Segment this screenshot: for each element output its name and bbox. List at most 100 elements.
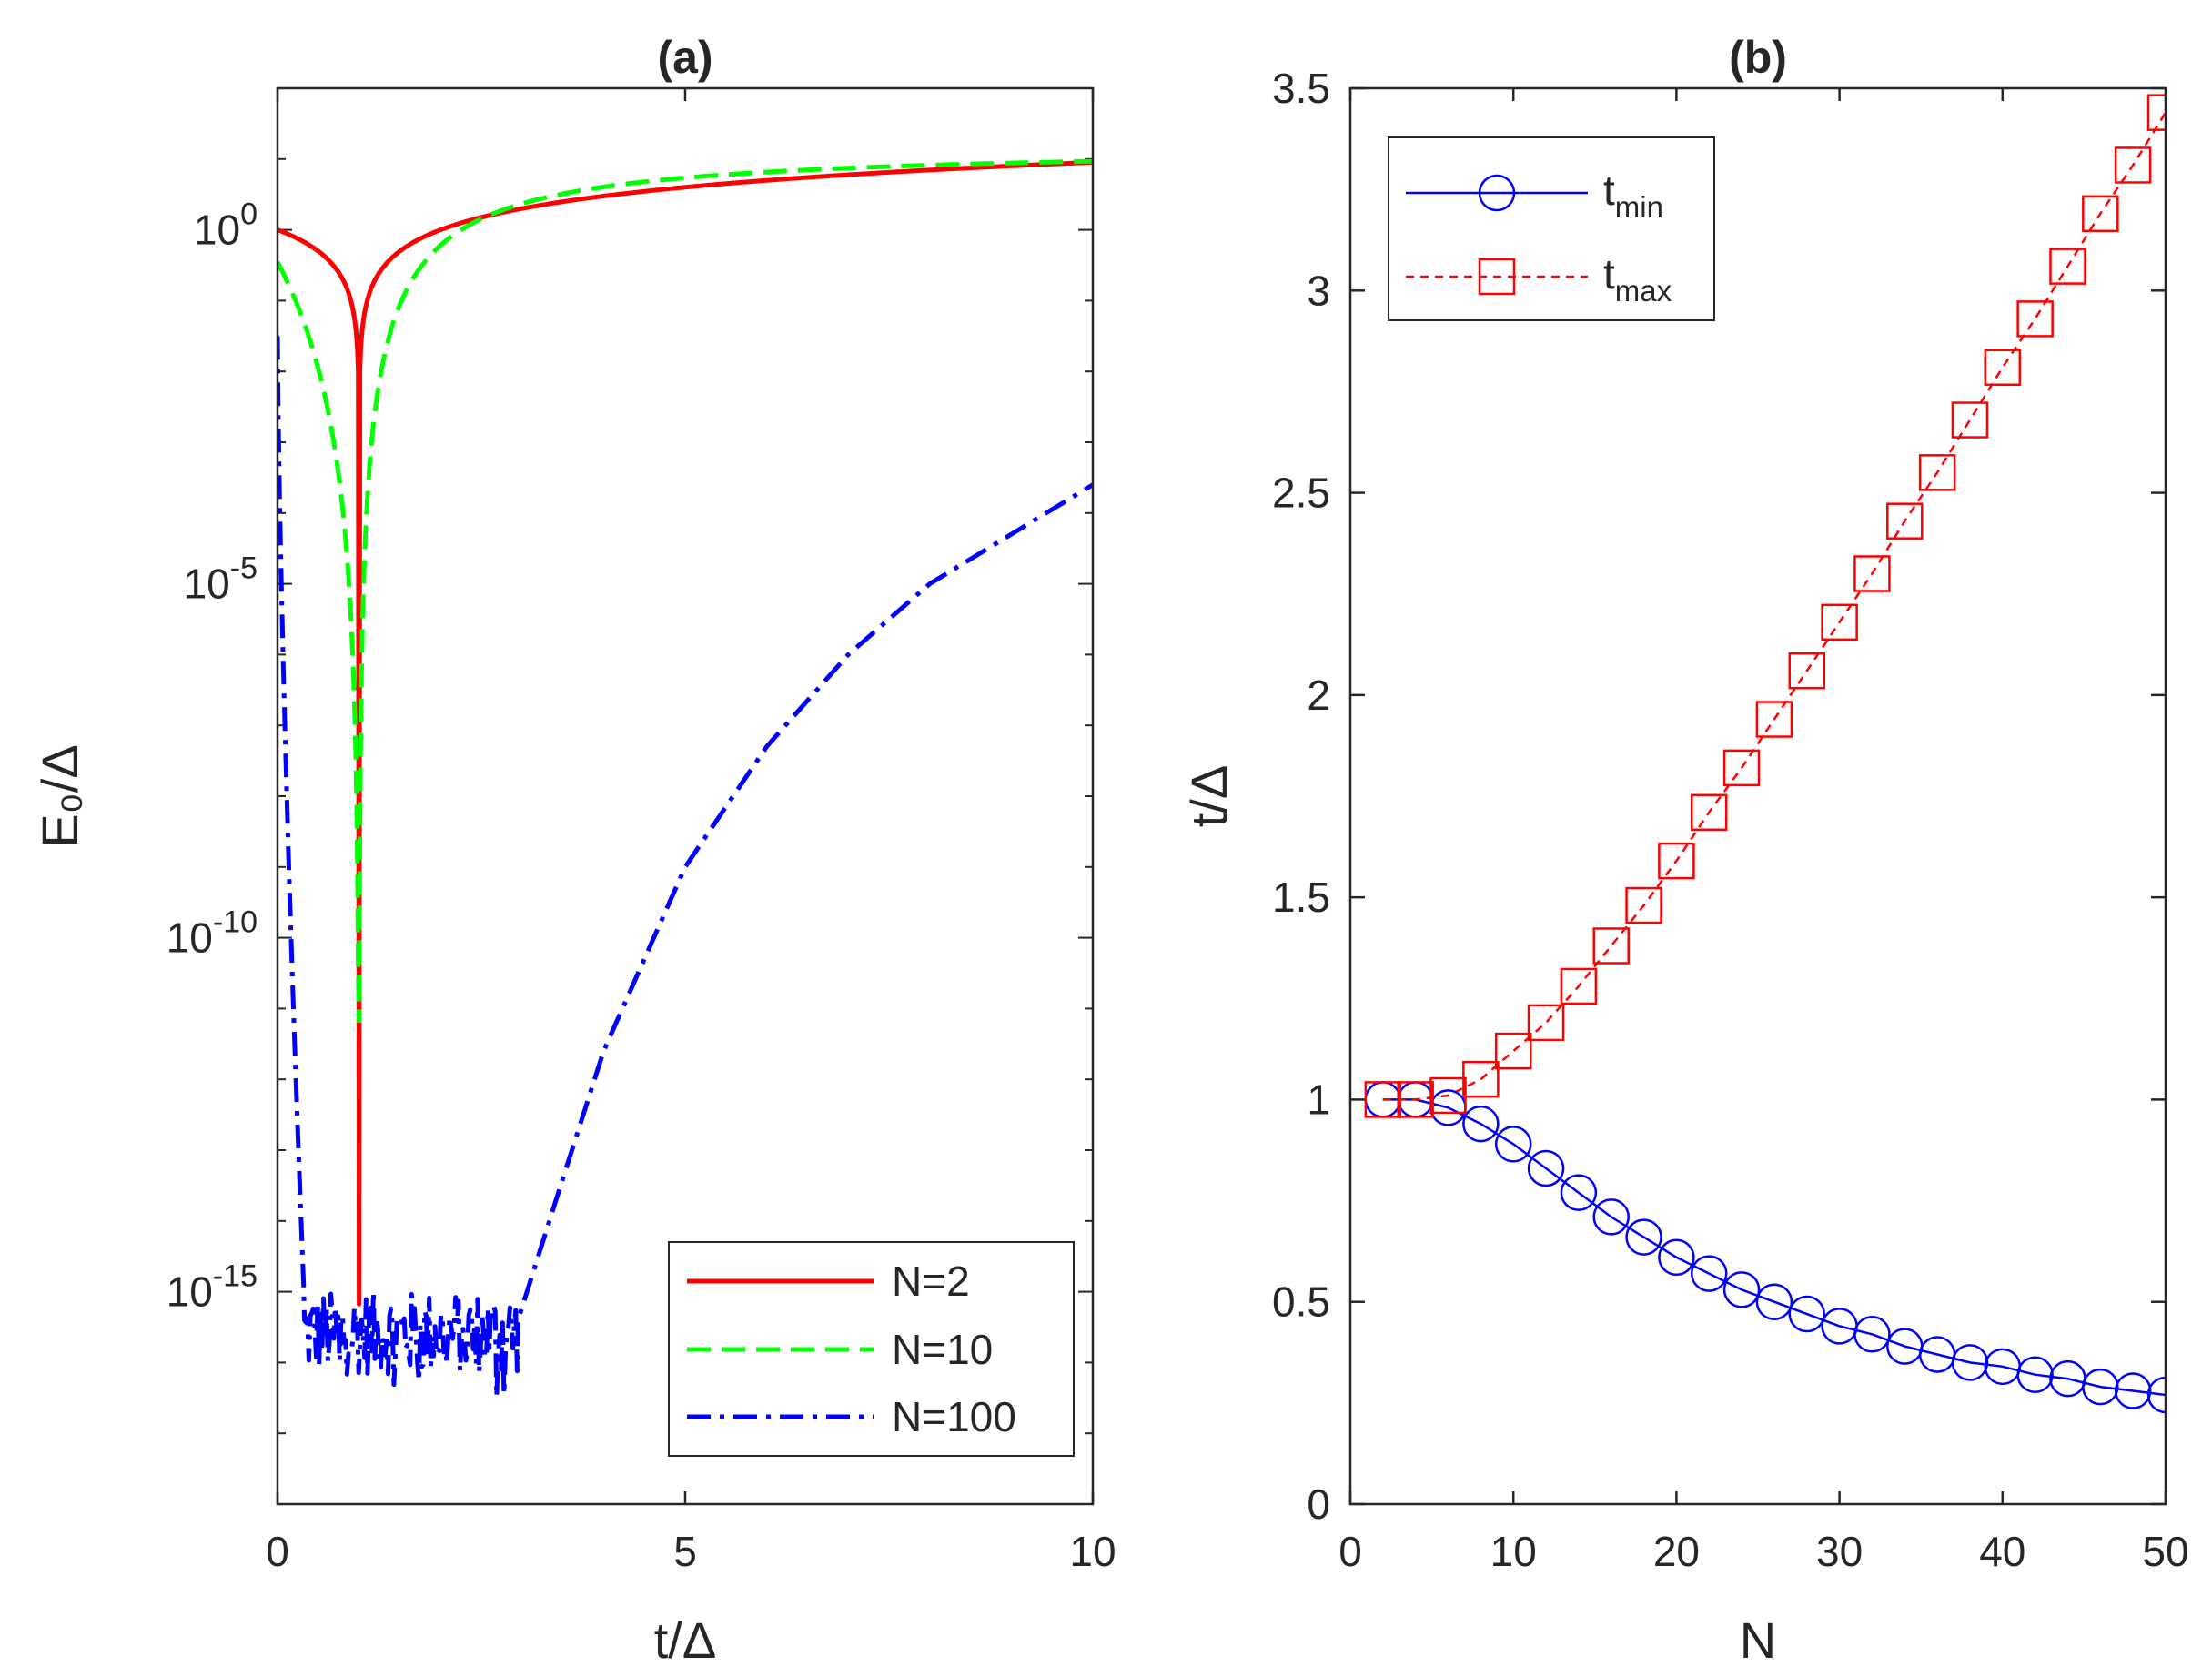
panel-a-ytick-label-base: 10 xyxy=(194,207,240,254)
legend-label-tmax-base: t xyxy=(1603,250,1615,298)
marker-tmin-point xyxy=(1788,1295,1826,1333)
series-tmin-line xyxy=(1382,1098,2166,1397)
marker-tmin-point xyxy=(1462,1105,1500,1143)
panel-b-xtick-label: 0 xyxy=(1338,1528,1362,1575)
marker-tmax-point xyxy=(1886,502,1924,540)
panel-b-ytick-label: 1 xyxy=(1307,1076,1330,1123)
panel-b-xlabel: N xyxy=(1740,1611,1776,1669)
legend-label-n100: N=100 xyxy=(892,1393,1016,1440)
panel-b-ytick-label: 2.5 xyxy=(1272,470,1330,517)
panel-a-axes-box xyxy=(276,86,1095,1506)
marker-tmax-point xyxy=(2082,195,2119,233)
panel-a-ytick-label-exp: -5 xyxy=(230,551,258,586)
panel-a-ytick-label-exp: -15 xyxy=(213,1259,258,1294)
panel-a-legend: N=2 N=10 N=100 xyxy=(668,1241,1075,1457)
legend-label-n10: N=10 xyxy=(892,1326,993,1373)
panel-a-ytick-label: 100 xyxy=(194,197,258,254)
panel-a-ytick-label-base: 10 xyxy=(167,914,213,962)
panel-b-xtick-label: 40 xyxy=(1979,1528,2025,1575)
legend-label-tmin-base: t xyxy=(1603,167,1615,214)
panel-b-axes-box xyxy=(1348,86,2167,1506)
series-n100-line xyxy=(278,336,1093,1399)
legend-marker-tmin xyxy=(1478,174,1516,212)
panel-a-xlabel: t/Δ xyxy=(654,1611,717,1669)
marker-tmax-point xyxy=(1918,454,1956,491)
panel-b-xtick-label: 30 xyxy=(1816,1528,1863,1575)
marker-tmax-point xyxy=(2016,300,2054,338)
panel-a-xtick-label: 10 xyxy=(1069,1528,1116,1575)
marker-tmax-point xyxy=(1397,1081,1434,1118)
marker-tmin-point xyxy=(1592,1198,1630,1236)
panel-b-ytick-label: 2 xyxy=(1307,672,1330,719)
panel-b-tick-labels: 0 10 20 30 40 50 0 0.5 1 1.5 2 2.5 3 3.5 xyxy=(1272,65,2189,1575)
marker-tmin-point xyxy=(1560,1174,1598,1211)
marker-tmax-point xyxy=(1592,927,1630,965)
legend-label-n2: N=2 xyxy=(892,1258,970,1305)
marker-tmin-point xyxy=(2082,1368,2119,1406)
panel-b-ytick-label: 3 xyxy=(1307,267,1330,314)
marker-tmax-point xyxy=(1527,1004,1565,1042)
series-tmax-line xyxy=(1382,112,2166,1101)
series-n2-line xyxy=(278,159,1093,1307)
panel-a-ytick-label-exp: 0 xyxy=(240,197,258,232)
marker-tmin-point xyxy=(1722,1271,1761,1308)
series-n10-line xyxy=(278,158,1093,1024)
marker-tmax-point xyxy=(1494,1032,1532,1070)
panel-a-xtick-label: 0 xyxy=(266,1528,289,1575)
panel-b-legend: tmin tmax xyxy=(1388,136,1715,321)
panel-b-ytick-label: 0 xyxy=(1307,1480,1330,1528)
marker-tmax-point xyxy=(2114,146,2152,184)
marker-tmax-point xyxy=(1788,652,1826,690)
marker-tmax-point xyxy=(1560,967,1598,1005)
panel-b-title: (b) xyxy=(1729,32,1787,83)
panel-a-title: (a) xyxy=(657,32,712,83)
marker-tmin-point xyxy=(2146,1376,2166,1414)
marker-tmin-point xyxy=(2114,1372,2152,1409)
panel-b-ytick-label: 1.5 xyxy=(1272,874,1330,921)
legend-label-tmin: tmin xyxy=(1603,167,1663,224)
marker-tmin-point xyxy=(1853,1316,1891,1353)
panel-a-ytick-label: 10-15 xyxy=(167,1259,258,1316)
marker-tmax-point xyxy=(1658,842,1695,880)
marker-tmin-point xyxy=(1658,1238,1695,1277)
marker-tmax-point xyxy=(2049,248,2086,285)
marker-tmin-point xyxy=(1494,1126,1532,1163)
panel-b-xtick-label: 10 xyxy=(1490,1528,1537,1575)
marker-tmin-point xyxy=(1690,1255,1728,1292)
panel-b-ylabel: t/Δ xyxy=(1180,765,1237,828)
marker-tmax-point xyxy=(1722,749,1761,787)
marker-tmax-point xyxy=(1364,1081,1402,1118)
panel-a-series-group xyxy=(278,158,1093,1399)
panel-b-plot-area xyxy=(1350,88,2166,1504)
panel-a-xtick-label: 5 xyxy=(673,1528,697,1575)
panel-b-xtick-label: 50 xyxy=(2142,1528,2188,1575)
marker-tmin-point xyxy=(1625,1218,1662,1256)
legend-label-tmax: tmax xyxy=(1603,250,1672,308)
legend-label-tmax-sub: max xyxy=(1615,274,1672,308)
marker-tmin-point xyxy=(1755,1283,1793,1320)
marker-tmin-point xyxy=(2016,1356,2054,1393)
panel-b-legend-box xyxy=(1388,136,1715,321)
panel-a-ytick-label-base: 10 xyxy=(167,1268,213,1316)
marker-tmin-point xyxy=(1951,1344,1989,1381)
panel-a-ytick-label: 10-5 xyxy=(184,551,258,608)
marker-tmin-point xyxy=(1527,1149,1565,1187)
panel-a-ytick-label-exp: -10 xyxy=(213,905,258,940)
marker-tmax-point xyxy=(1625,886,1662,924)
panel-b-ytick-label: 3.5 xyxy=(1272,65,1330,112)
panel-b-xtick-label: 20 xyxy=(1653,1528,1700,1575)
marker-tmax-point xyxy=(2146,94,2166,131)
marker-tmax-point xyxy=(1755,701,1793,738)
panel-a-ytick-label-base: 10 xyxy=(184,561,230,608)
marker-tmax-point xyxy=(1951,401,1989,439)
legend-label-tmin-sub: min xyxy=(1615,190,1663,224)
marker-tmax-point xyxy=(1853,555,1891,592)
legend-marker-tmax xyxy=(1478,258,1516,296)
marker-tmax-point xyxy=(1690,793,1728,832)
marker-tmax-point xyxy=(1821,603,1858,642)
marker-tmax-point xyxy=(1984,349,2022,387)
